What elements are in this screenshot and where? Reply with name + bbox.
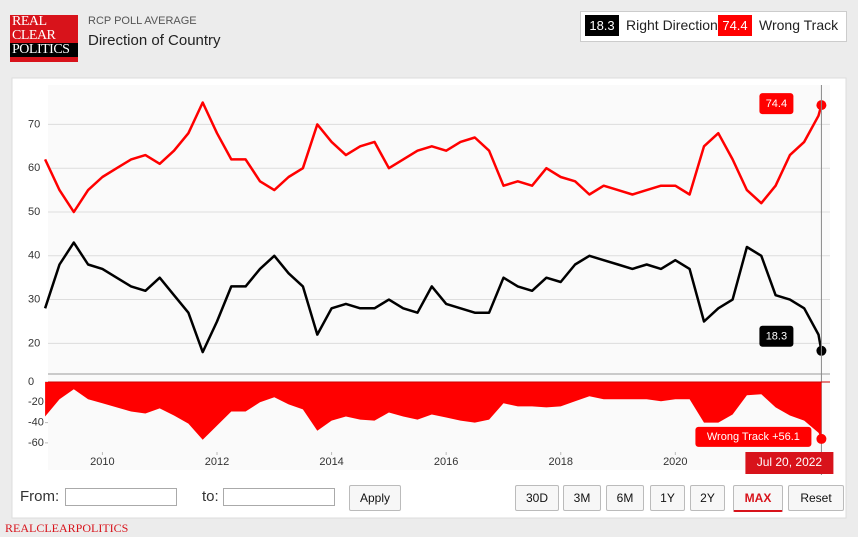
x-tick-label: 2016 — [434, 456, 458, 468]
range-button[interactable]: 30D — [515, 485, 559, 511]
from-label: From: — [20, 488, 60, 505]
y-tick-label: -40 — [28, 417, 44, 429]
footer: REALCLEARPOLITICS — [5, 521, 129, 535]
x-tick-label: 2020 — [663, 456, 687, 468]
range-button[interactable]: 2Y — [690, 485, 725, 511]
end-label: Wrong Track +56.1 — [707, 431, 800, 443]
y-tick-label: 0 — [28, 376, 34, 388]
y-tick-label: -60 — [28, 437, 44, 449]
source: RCP POLL AVERAGE — [88, 15, 197, 27]
to-input[interactable] — [223, 488, 335, 506]
y-tick-label: 20 — [28, 337, 40, 349]
y-tick-label: 30 — [28, 293, 40, 305]
end-marker — [816, 433, 827, 444]
end-label-box — [695, 426, 812, 447]
end-label-box — [759, 325, 794, 347]
y-tick-label: 40 — [28, 250, 40, 262]
end-label: 74.4 — [766, 98, 787, 110]
y-tick-label: 70 — [28, 118, 40, 130]
date-label-box — [745, 452, 834, 474]
range-button[interactable]: 1Y — [650, 485, 685, 511]
y-tick-label: 60 — [28, 162, 40, 174]
title: Direction of Country — [88, 32, 221, 49]
legend-label: Right Direction — [626, 17, 718, 33]
x-tick-label: 2018 — [548, 456, 572, 468]
x-tick-label: 2014 — [319, 456, 343, 468]
range-button[interactable]: 3M — [563, 485, 601, 511]
logo: REAL CLEAR POLITICS — [10, 15, 78, 62]
y-tick-label: 50 — [28, 206, 40, 218]
range-button[interactable]: 6M — [606, 485, 644, 511]
spread-area — [45, 382, 822, 440]
from-input[interactable] — [65, 488, 177, 506]
to-label: to: — [202, 488, 219, 505]
apply-button[interactable]: Apply — [349, 485, 401, 511]
logo-text: REAL — [12, 14, 47, 29]
range-button[interactable]: MAX — [733, 485, 783, 512]
legend-label: Wrong Track — [759, 17, 839, 33]
end-label-box — [759, 93, 794, 115]
x-tick-label: 2010 — [90, 456, 114, 468]
logo-text: POLITICS — [10, 43, 78, 57]
series-line — [43, 241, 823, 354]
date-label: Jul 20, 2022 — [757, 455, 823, 469]
legend — [580, 11, 847, 42]
legend-value: 74.4 — [718, 15, 752, 36]
end-label: 18.3 — [766, 331, 787, 343]
legend-value: 18.3 — [585, 15, 619, 36]
range-button[interactable]: Reset — [788, 485, 844, 511]
y-tick-label: -20 — [28, 396, 44, 408]
logo-text: CLEAR — [12, 28, 56, 43]
series-line — [43, 101, 823, 214]
x-tick-label: 2012 — [205, 456, 229, 468]
